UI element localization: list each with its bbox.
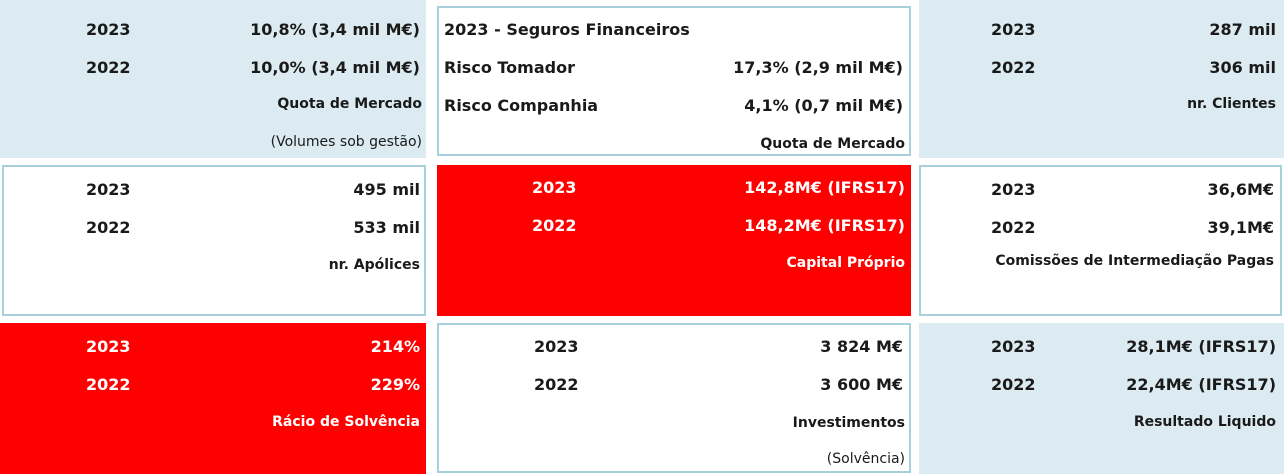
card-resultado-liquido: 2023 28,1M€ (IFRS17) 2022 22,4M€ (IFRS17… — [919, 323, 1284, 474]
card-investimentos: 2023 3 824 M€ 2022 3 600 M€ Investimento… — [437, 323, 911, 473]
value: 4,1% (0,7 mil M€) — [744, 96, 903, 115]
card-note: (Solvência) — [826, 451, 905, 467]
row-2023: 2023 495 mil — [4, 177, 424, 203]
card-racio-solvencia: 2023 214% 2022 229% Rácio de Solvência — [0, 323, 426, 474]
card-note: (Volumes sob gestão) — [270, 134, 422, 150]
row-name: Risco Tomador — [444, 58, 575, 77]
card-nr-apolices: 2023 495 mil 2022 533 mil nr. Apólices — [2, 165, 426, 316]
value: 287 mil — [1209, 20, 1276, 39]
year-label: 2022 — [532, 216, 577, 235]
year-label: 2023 — [86, 20, 131, 39]
year-label: 2022 — [534, 375, 579, 394]
year-label: 2022 — [991, 218, 1036, 237]
card-comissoes-intermediacao: 2023 36,6M€ 2022 39,1M€ Comissões de Int… — [919, 165, 1282, 316]
value: 22,4M€ (IFRS17) — [1126, 375, 1276, 394]
year-label: 2022 — [86, 375, 131, 394]
value: 148,2M€ (IFRS17) — [744, 216, 905, 235]
year-label: 2022 — [991, 58, 1036, 77]
row-2022: 2022 3 600 M€ — [439, 372, 909, 398]
value: 28,1M€ (IFRS17) — [1126, 337, 1276, 356]
year-label: 2023 — [86, 180, 131, 199]
card-label: Resultado Liquido — [1133, 414, 1276, 430]
row-2023: 2023 10,8% (3,4 mil M€) — [0, 17, 426, 43]
value: 214% — [370, 337, 420, 356]
card-label: Capital Próprio — [786, 255, 905, 271]
card-quota-mercado-volumes: 2023 10,8% (3,4 mil M€) 2022 10,0% (3,4 … — [0, 0, 426, 158]
row-2022: 2022 533 mil — [4, 215, 424, 241]
row-2023: 2023 3 824 M€ — [439, 334, 909, 360]
value: 10,0% (3,4 mil M€) — [250, 58, 420, 77]
row-2022: 2022 39,1M€ — [921, 215, 1280, 241]
value: 17,3% (2,9 mil M€) — [733, 58, 903, 77]
card-seguros-financeiros: 2023 - Seguros Financeiros Risco Tomador… — [437, 6, 911, 156]
row-2022: 2022 148,2M€ (IFRS17) — [437, 213, 911, 239]
row-2022: 2022 306 mil — [919, 55, 1284, 81]
year-label: 2022 — [86, 58, 131, 77]
row-risco-companhia: Risco Companhia 4,1% (0,7 mil M€) — [439, 93, 909, 119]
card-label: nr. Clientes — [1187, 96, 1276, 112]
row-2023: 2023 28,1M€ (IFRS17) — [919, 334, 1284, 360]
year-label: 2023 — [86, 337, 131, 356]
value: 3 600 M€ — [820, 375, 903, 394]
value: 495 mil — [353, 180, 420, 199]
row-2023: 2023 214% — [0, 334, 426, 360]
value: 10,8% (3,4 mil M€) — [250, 20, 420, 39]
row-2022: 2022 22,4M€ (IFRS17) — [919, 372, 1284, 398]
card-label: Quota de Mercado — [277, 96, 422, 112]
card-capital-proprio: 2023 142,8M€ (IFRS17) 2022 148,2M€ (IFRS… — [437, 165, 911, 316]
card-nr-clientes: 2023 287 mil 2022 306 mil nr. Clientes — [919, 0, 1284, 158]
value: 39,1M€ — [1207, 218, 1274, 237]
value: 142,8M€ (IFRS17) — [744, 178, 905, 197]
value: 229% — [370, 375, 420, 394]
row-2023: 2023 36,6M€ — [921, 177, 1280, 203]
card-title: 2023 - Seguros Financeiros — [444, 20, 690, 39]
card-label: Investimentos — [792, 415, 905, 431]
value: 3 824 M€ — [820, 337, 903, 356]
row-2022: 2022 10,0% (3,4 mil M€) — [0, 55, 426, 81]
value: 533 mil — [353, 218, 420, 237]
row-risco-tomador: Risco Tomador 17,3% (2,9 mil M€) — [439, 55, 909, 81]
row-2023: 2023 142,8M€ (IFRS17) — [437, 175, 911, 201]
year-label: 2023 — [532, 178, 577, 197]
card-label: Quota de Mercado — [760, 136, 905, 152]
year-label: 2023 — [534, 337, 579, 356]
year-label: 2022 — [86, 218, 131, 237]
year-label: 2023 — [991, 337, 1036, 356]
row-2022: 2022 229% — [0, 372, 426, 398]
card-label: Comissões de Intermediação Pagas — [995, 253, 1274, 269]
card-label: nr. Apólices — [328, 257, 420, 273]
year-label: 2023 — [991, 180, 1036, 199]
year-label: 2023 — [991, 20, 1036, 39]
row-name: Risco Companhia — [444, 96, 599, 115]
card-label: Rácio de Solvência — [272, 414, 420, 430]
year-label: 2022 — [991, 375, 1036, 394]
value: 306 mil — [1209, 58, 1276, 77]
row-2023: 2023 287 mil — [919, 17, 1284, 43]
value: 36,6M€ — [1207, 180, 1274, 199]
